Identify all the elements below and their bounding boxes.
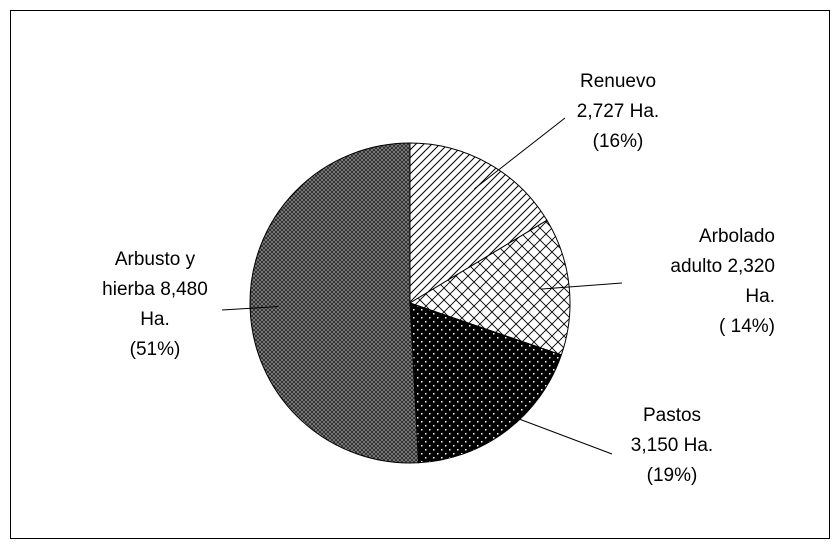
leader-line: [474, 117, 566, 190]
pie-slice: [408, 219, 571, 356]
leader-line: [221, 305, 279, 311]
slice-label: Arbolado: [699, 226, 775, 247]
leader-line: [488, 407, 613, 455]
slice-label: Arbusto y: [115, 249, 196, 270]
slice-label: 3,150 Ha.: [631, 435, 713, 456]
slice-label: ( 14%): [719, 316, 775, 337]
slice-label: hierba 8,480: [102, 279, 208, 300]
slice-label: 2,727 Ha.: [577, 101, 659, 122]
slice-label: adulto 2,320: [670, 256, 775, 277]
slice-label: Ha.: [745, 286, 775, 307]
slice-label: (51%): [130, 339, 181, 360]
slice-label: Ha.: [140, 309, 170, 330]
slice-label: Pastos: [643, 405, 701, 426]
pie-slice: [409, 302, 562, 464]
leader-line: [540, 282, 623, 290]
slice-label: Renuevo: [580, 71, 656, 92]
pie-slice: [409, 142, 548, 304]
slice-label: (16%): [593, 131, 644, 152]
pie-slice: [249, 142, 420, 464]
slice-label: (19%): [647, 465, 698, 486]
